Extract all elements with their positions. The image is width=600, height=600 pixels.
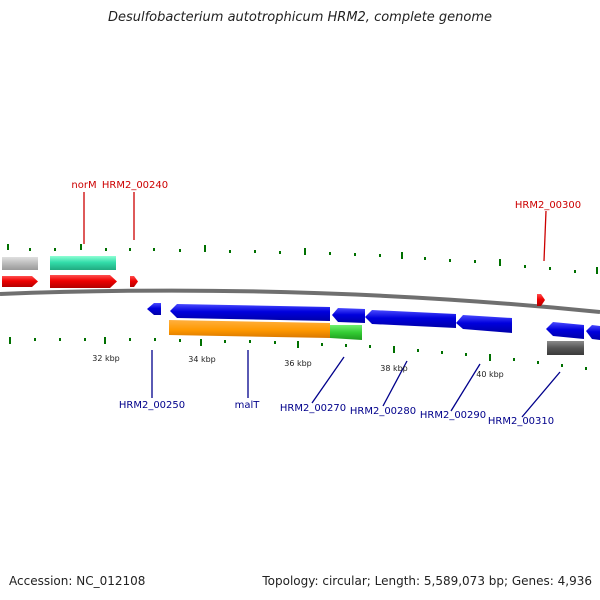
gene-blue-3[interactable] <box>332 308 365 323</box>
scale-34kbp: 34 kbp <box>188 355 216 364</box>
forward-labels: norM HRM2_00240 HRM2_00300 <box>71 180 581 211</box>
forward-ticks <box>7 244 598 274</box>
scale-36kbp: 36 kbp <box>284 359 312 368</box>
reverse-labels: HRM2_00250 malT HRM2_00270 HRM2_00280 HR… <box>119 400 554 427</box>
gene-blue-7[interactable] <box>586 325 600 340</box>
genome-backbone <box>0 288 600 314</box>
label-HRM2-00290: HRM2_00290 <box>420 410 486 421</box>
accession-text: Accession: NC_012108 <box>9 574 146 588</box>
reverse-ticks <box>9 337 587 370</box>
label-HRM2-00310: HRM2_00310 <box>488 416 554 427</box>
label-HRM2-00300: HRM2_00300 <box>515 200 581 211</box>
genome-title: Desulfobacterium autotrophicum HRM2, com… <box>107 10 493 25</box>
genome-summary-text: Topology: circular; Length: 5,589,073 bp… <box>262 574 592 588</box>
scale-32kbp: 32 kbp <box>92 354 120 363</box>
label-HRM2-00280: HRM2_00280 <box>350 406 416 417</box>
scale-38kbp: 38 kbp <box>380 364 408 373</box>
label-HRM2-00270: HRM2_00270 <box>280 403 346 414</box>
gene-green-lower[interactable] <box>330 325 362 340</box>
gene-red-1[interactable] <box>2 276 38 287</box>
label-HRM2-00240: HRM2_00240 <box>102 180 168 191</box>
gene-red-4[interactable] <box>537 294 545 306</box>
gene-red-2[interactable] <box>50 275 117 288</box>
gene-blue-2[interactable] <box>170 304 330 321</box>
label-HRM2-00250: HRM2_00250 <box>119 400 185 411</box>
gene-blue-5[interactable] <box>456 315 512 333</box>
label-connectors <box>83 192 561 418</box>
gene-orange[interactable] <box>169 320 330 338</box>
gene-blue-1[interactable] <box>147 303 161 315</box>
scale-labels: 32 kbp 34 kbp 36 kbp 38 kbp 40 kbp <box>92 354 504 379</box>
gene-blue-6[interactable] <box>546 322 584 339</box>
gene-red-3[interactable] <box>130 276 138 287</box>
label-norM: norM <box>71 180 96 191</box>
gene-teal-upper[interactable] <box>50 256 116 270</box>
gene-dark-gray-lower[interactable] <box>547 341 584 355</box>
scale-40kbp: 40 kbp <box>476 370 504 379</box>
gene-blue-4[interactable] <box>365 310 456 328</box>
gene-gray-upper[interactable] <box>2 257 38 270</box>
label-malT: malT <box>235 400 261 411</box>
